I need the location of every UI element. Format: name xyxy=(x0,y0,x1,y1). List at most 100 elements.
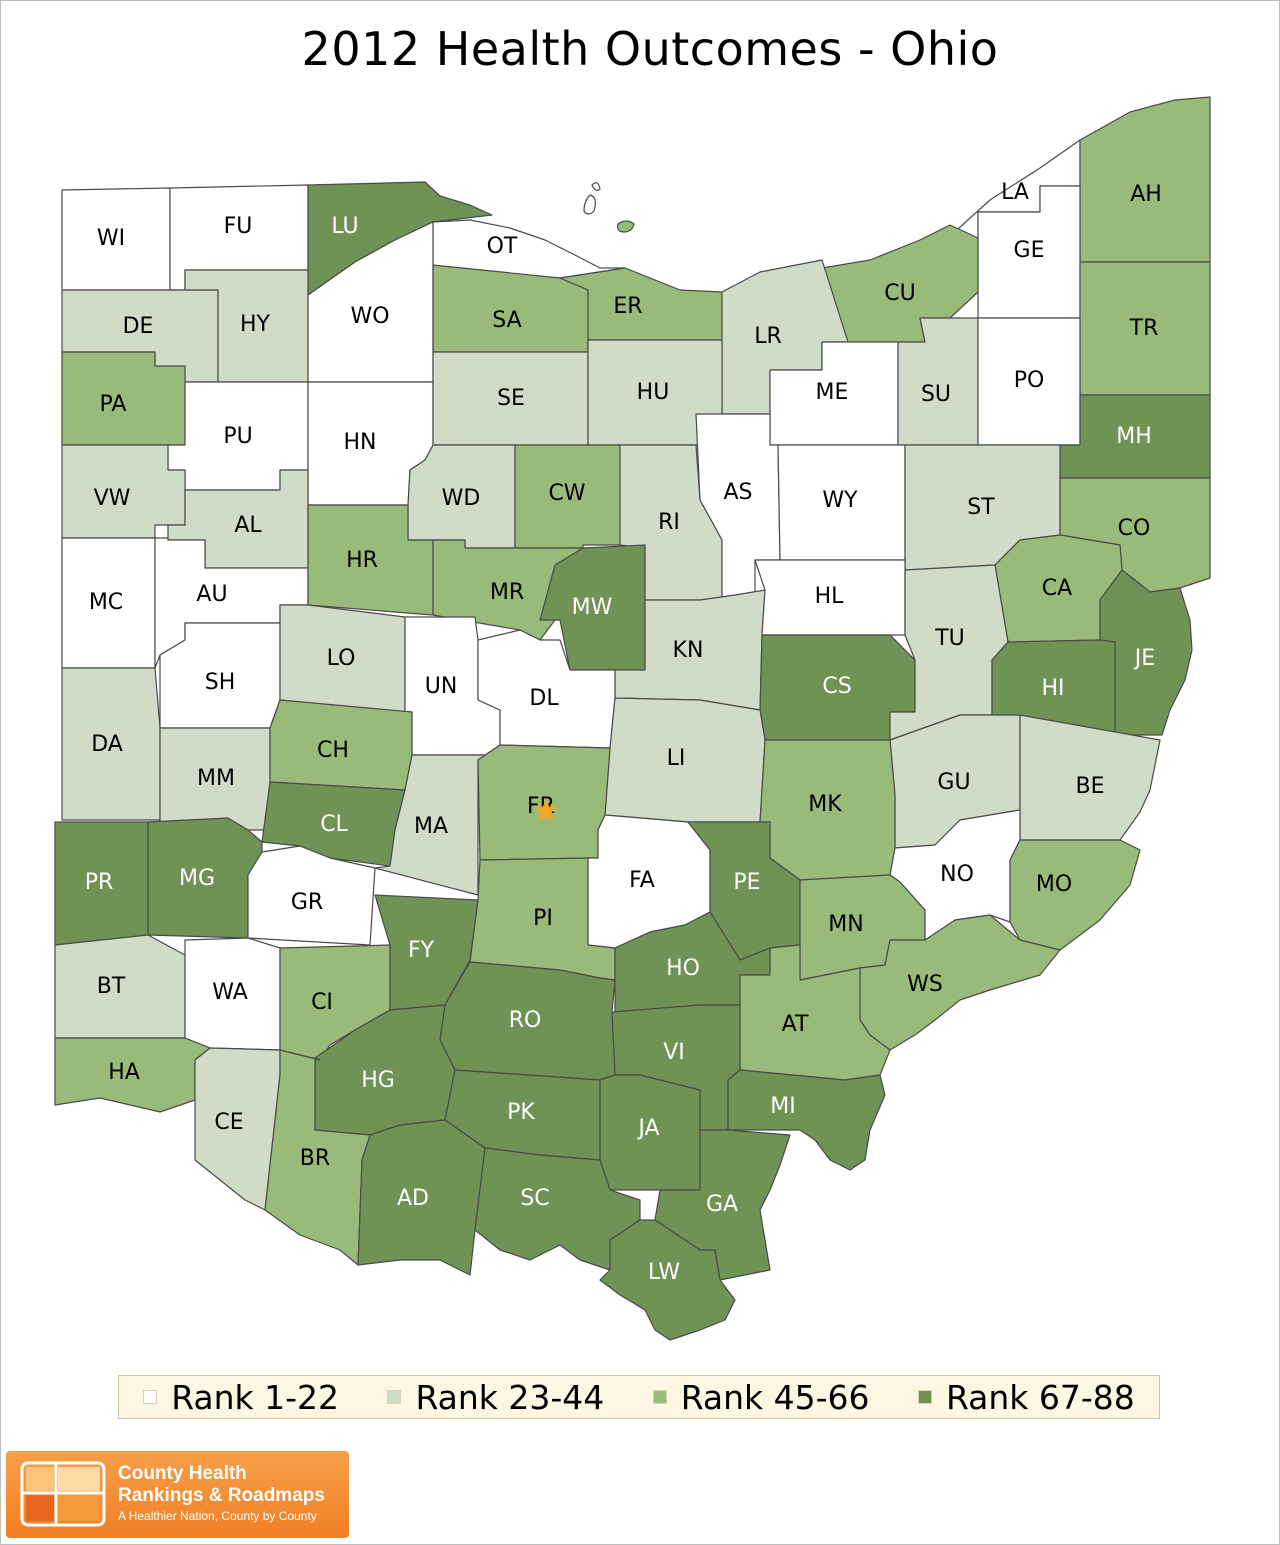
county-label-ri: RI xyxy=(658,510,680,535)
legend-item-rank-23-44: Rank 23-44 xyxy=(387,1378,604,1417)
ohio-county-map: WI FU LU OT LA AH GE DE HY WO SA ER CU LR TR PA PU HN SE HU… xyxy=(54,96,1211,1341)
logo-line-1: County Health xyxy=(118,1463,247,1484)
county-label-as: AS xyxy=(723,480,752,505)
county-label-pa: PA xyxy=(100,392,127,417)
county-label-er: ER xyxy=(613,294,642,319)
county-label-la: LA xyxy=(1001,180,1029,205)
legend-label: Rank 45-66 xyxy=(680,1377,870,1417)
county-label-gr: GR xyxy=(291,890,323,915)
county-label-mo: MO xyxy=(1036,872,1072,897)
county-label-lo: LO xyxy=(327,646,356,671)
county-label-wd: WD xyxy=(442,486,481,511)
county-as xyxy=(695,413,781,601)
county-label-me: ME xyxy=(816,380,849,405)
logo-name: County Health Rankings & Roadmaps xyxy=(118,1463,325,1507)
county-label-cl: CL xyxy=(320,812,348,837)
county-label-ho: HO xyxy=(666,956,700,981)
county-label-kn: KN xyxy=(673,638,704,663)
county-label-tu: TU xyxy=(934,626,965,651)
county-label-ja: JA xyxy=(636,1116,659,1141)
county-br xyxy=(264,1049,371,1266)
county-label-hg: HG xyxy=(361,1068,395,1093)
county-label-lr: LR xyxy=(754,324,782,349)
county-label-se: SE xyxy=(497,386,525,411)
county-label-ca: CA xyxy=(1042,576,1072,601)
county-label-ce: CE xyxy=(214,1110,243,1135)
legend-label: Rank 23-44 xyxy=(415,1377,605,1417)
legend-item-rank-67-88: Rank 67-88 xyxy=(917,1377,1135,1417)
county-gr xyxy=(247,845,376,946)
county-label-sc: SC xyxy=(520,1186,549,1211)
county-label-ah: AH xyxy=(1130,182,1162,207)
roadmap-logo-icon xyxy=(20,1461,106,1527)
legend-swatch xyxy=(652,1390,667,1404)
county-label-lu: LU xyxy=(331,214,358,239)
county-label-pi: PI xyxy=(533,906,553,931)
logo-line-2: Rankings & Roadmaps xyxy=(118,1485,325,1506)
county-label-mi: MI xyxy=(770,1094,795,1119)
county-label-tr: TR xyxy=(1129,316,1159,341)
county-label-su: SU xyxy=(921,382,951,407)
county-label-vi: VI xyxy=(663,1040,685,1065)
county-label-co: CO xyxy=(1118,516,1151,541)
county-label-ci: CI xyxy=(311,990,333,1015)
county-mi xyxy=(727,1069,886,1171)
legend: Rank 1-22 Rank 23-44 Rank 45-66 Rank 67-… xyxy=(118,1375,1160,1419)
county-label-pk: PK xyxy=(507,1100,535,1125)
county-label-no: NO xyxy=(940,862,974,887)
county-label-st: ST xyxy=(967,495,995,520)
county-label-lw: LW xyxy=(648,1260,680,1285)
county-label-ot: OT xyxy=(487,234,518,259)
county-label-wa: WA xyxy=(212,980,248,1005)
county-label-mc: MC xyxy=(89,590,123,615)
county-label-fy: FY xyxy=(408,938,435,963)
county-label-ge: GE xyxy=(1014,238,1045,263)
county-label-al: AL xyxy=(234,513,262,538)
legend-label: Rank 67-88 xyxy=(945,1377,1135,1417)
county-label-hl: HL xyxy=(815,584,845,609)
county-label-vw: VW xyxy=(94,486,131,511)
county-label-br: BR xyxy=(300,1146,330,1171)
county-label-fa: FA xyxy=(629,868,655,893)
county-dl xyxy=(477,629,616,749)
county-label-hi: HI xyxy=(1041,676,1064,701)
map-title: 2012 Health Outcomes - Ohio xyxy=(301,22,999,76)
county-label-pu: PU xyxy=(223,424,252,449)
county-label-hy: HY xyxy=(240,312,271,337)
county-mo xyxy=(1009,839,1141,951)
lake-erie-island xyxy=(583,194,596,215)
county-label-un: UN xyxy=(425,674,458,699)
county-label-sa: SA xyxy=(492,308,521,333)
county-label-ro: RO xyxy=(509,1008,542,1033)
county-label-de: DE xyxy=(123,314,154,339)
county-label-mw: MW xyxy=(572,595,613,620)
logo-tagline: A Healthier Nation, County by County xyxy=(118,1509,317,1523)
county-label-ws: WS xyxy=(907,972,943,997)
county-label-wo: WO xyxy=(350,304,389,329)
county-label-je: JE xyxy=(1133,646,1155,671)
county-label-hr: HR xyxy=(346,548,378,573)
county-label-ga: GA xyxy=(706,1192,738,1217)
county-label-hn: HN xyxy=(344,430,377,455)
county-label-ch: CH xyxy=(317,738,349,763)
county-label-hu: HU xyxy=(637,380,670,405)
county-label-li: LI xyxy=(667,746,686,771)
county-label-ma: MA xyxy=(414,814,448,839)
county-lw xyxy=(599,1219,736,1341)
county-label-wi: WI xyxy=(97,226,125,251)
county-label-cu: CU xyxy=(884,281,915,306)
county-label-dl: DL xyxy=(529,686,559,711)
county-label-mh: MH xyxy=(1116,424,1152,449)
county-label-da: DA xyxy=(91,732,123,757)
county-label-fu: FU xyxy=(224,214,253,239)
county-label-bt: BT xyxy=(97,974,126,999)
legend-item-rank-45-66: Rank 45-66 xyxy=(652,1377,870,1417)
county-mw xyxy=(539,544,646,671)
county-ce xyxy=(194,1047,281,1211)
county-label-at: AT xyxy=(782,1012,809,1037)
county-label-pr: PR xyxy=(85,870,114,895)
legend-label: Rank 1-22 xyxy=(171,1377,340,1417)
county-label-sh: SH xyxy=(205,670,236,695)
county-label-cs: CS xyxy=(822,674,851,699)
county-label-po: PO xyxy=(1014,368,1045,393)
